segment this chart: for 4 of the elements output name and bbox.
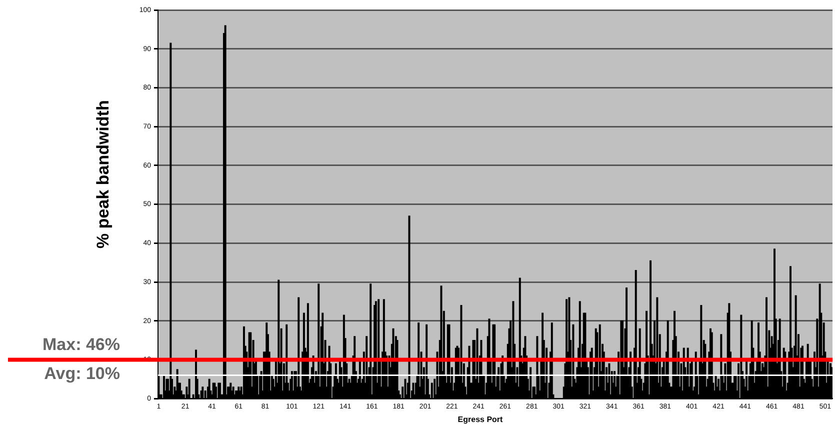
ref-line-label: Avg: 10% <box>44 364 120 383</box>
y-axis-title: % peak bandwidth <box>94 100 113 248</box>
x-axis-title: Egress Port <box>458 415 504 424</box>
text: Max: 46% <box>42 334 120 354</box>
